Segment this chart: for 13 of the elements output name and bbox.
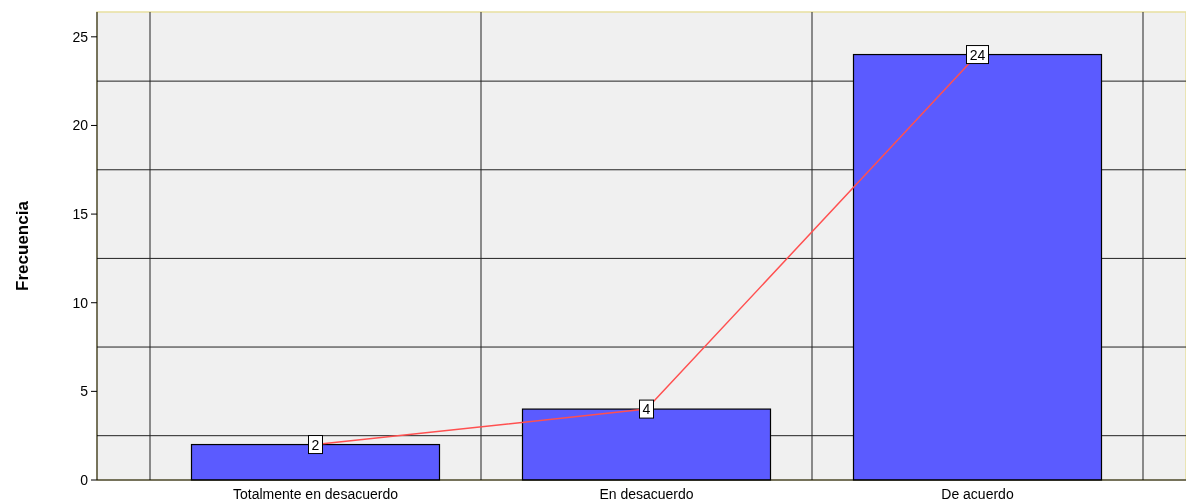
data-label: 2 xyxy=(311,436,320,453)
y-tick-label: 5 xyxy=(80,383,89,400)
x-tick-label: De acuerdo xyxy=(941,486,1014,502)
y-tick-label: 0 xyxy=(80,472,89,488)
x-tick-label: Totalmente en desacuerdo xyxy=(233,486,399,502)
y-tick-label: 15 xyxy=(72,206,89,223)
y-axis-title: Frecuencia xyxy=(13,200,32,291)
y-tick-label: 20 xyxy=(72,117,89,134)
data-label: 4 xyxy=(642,401,651,418)
data-label: 24 xyxy=(969,46,986,63)
y-tick-label: 25 xyxy=(72,28,89,45)
x-tick-label: En desacuerdo xyxy=(599,486,694,502)
y-tick-label: 10 xyxy=(72,294,89,311)
